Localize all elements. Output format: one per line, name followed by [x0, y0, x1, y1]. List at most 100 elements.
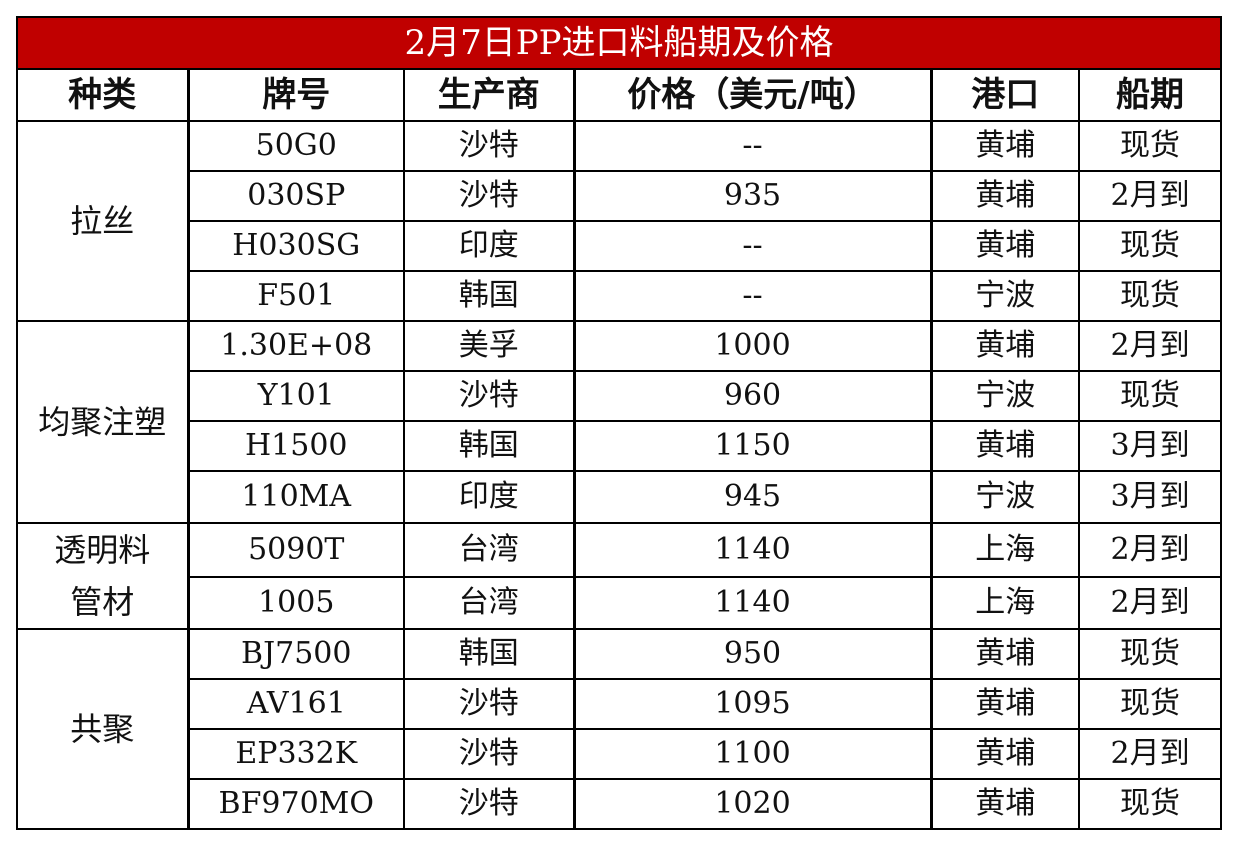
- port-cell: 上海: [930, 576, 1080, 630]
- price-cell: --: [573, 120, 933, 172]
- price-table: 2月7日PP进口料船期及价格 种类 牌号 生产商 价格（美元/吨） 港口 船期 …: [15, 16, 1223, 830]
- price-cell: 1140: [573, 576, 933, 630]
- header-category: 种类: [16, 68, 190, 122]
- shipment-cell: 2月到: [1077, 170, 1223, 222]
- shipment-cell: 现货: [1077, 628, 1223, 680]
- grade-cell: 1.30E+08: [187, 320, 405, 372]
- price-cell: 935: [573, 170, 933, 222]
- producer-cell: 沙特: [403, 170, 576, 222]
- grade-cell: EP332K: [187, 728, 405, 780]
- table-row: EP332K 沙特 1100 黄埔 2月到: [17, 728, 1223, 780]
- shipment-cell: 现货: [1077, 120, 1223, 172]
- price-cell: 1140: [573, 522, 933, 578]
- port-cell: 宁波: [930, 270, 1080, 322]
- grade-cell: F501: [187, 270, 405, 322]
- port-cell: 黄埔: [930, 728, 1080, 780]
- grade-cell: 50G0: [187, 120, 405, 172]
- shipment-cell: 2月到: [1077, 522, 1223, 578]
- shipment-cell: 现货: [1077, 270, 1223, 322]
- port-cell: 上海: [930, 522, 1080, 578]
- producer-cell: 沙特: [403, 678, 576, 730]
- price-cell: 950: [573, 628, 933, 680]
- port-cell: 黄埔: [930, 628, 1080, 680]
- shipment-cell: 2月到: [1077, 728, 1223, 780]
- header-price: 价格（美元/吨）: [573, 68, 933, 122]
- producer-cell: 沙特: [403, 120, 576, 172]
- producer-cell: 印度: [403, 470, 576, 524]
- grade-cell: 030SP: [187, 170, 405, 222]
- table-row: H030SG 印度 -- 黄埔 现货: [17, 220, 1223, 272]
- category-line-2: 管材: [70, 583, 135, 621]
- table-row: 均聚注塑 1.30E+08 美孚 1000 黄埔 2月到: [16, 320, 1223, 524]
- shipment-cell: 2月到: [1077, 576, 1223, 630]
- category-cell: 均聚注塑: [16, 320, 190, 524]
- table-row: F501 韩国 -- 宁波 现货: [17, 270, 1223, 322]
- producer-cell: 韩国: [403, 420, 576, 472]
- header-row: 种类 牌号 生产商 价格（美元/吨） 港口 船期: [16, 68, 1223, 122]
- table-row: Y101 沙特 960 宁波 现货: [17, 370, 1223, 422]
- port-cell: 宁波: [930, 370, 1080, 422]
- price-cell: 1000: [573, 320, 933, 372]
- header-grade: 牌号: [187, 68, 405, 122]
- producer-cell: 台湾: [403, 576, 576, 630]
- table-row: AV161 沙特 1095 黄埔 现货: [17, 678, 1223, 730]
- grade-cell: H1500: [187, 420, 405, 472]
- grade-cell: BF970MO: [187, 778, 405, 830]
- price-cell: 1150: [573, 420, 933, 472]
- producer-cell: 台湾: [403, 522, 576, 578]
- grade-cell: H030SG: [187, 220, 405, 272]
- port-cell: 黄埔: [930, 320, 1080, 372]
- port-cell: 黄埔: [930, 170, 1080, 222]
- port-cell: 黄埔: [930, 778, 1080, 830]
- grade-cell: BJ7500: [187, 628, 405, 680]
- shipment-cell: 现货: [1077, 220, 1223, 272]
- price-cell: 1100: [573, 728, 933, 780]
- shipment-cell: 3月到: [1077, 420, 1223, 472]
- port-cell: 黄埔: [930, 120, 1080, 172]
- category-cell: 拉丝: [16, 120, 190, 322]
- port-cell: 宁波: [930, 470, 1080, 524]
- category-line-1: 透明料: [54, 531, 151, 569]
- table-row: 030SP 沙特 935 黄埔 2月到: [17, 170, 1223, 222]
- price-cell: --: [573, 270, 933, 322]
- table-title: 2月7日PP进口料船期及价格: [15, 16, 1223, 70]
- price-cell: 1095: [573, 678, 933, 730]
- shipment-cell: 2月到: [1077, 320, 1223, 372]
- producer-cell: 沙特: [403, 370, 576, 422]
- header-port: 港口: [930, 68, 1080, 122]
- price-cell: --: [573, 220, 933, 272]
- shipment-cell: 现货: [1077, 778, 1223, 830]
- title-row: 2月7日PP进口料船期及价格: [15, 16, 1223, 70]
- price-cell: 1020: [573, 778, 933, 830]
- shipment-cell: 3月到: [1077, 470, 1223, 524]
- table-row: H1500 韩国 1150 黄埔 3月到: [17, 420, 1223, 472]
- table-row: BF970MO 沙特 1020 黄埔 现货: [17, 778, 1223, 830]
- table-row: 1005 台湾 1140 上海 2月到: [17, 576, 1223, 630]
- producer-cell: 美孚: [403, 320, 576, 372]
- shipment-cell: 现货: [1077, 370, 1223, 422]
- producer-cell: 韩国: [403, 628, 576, 680]
- price-cell: 960: [573, 370, 933, 422]
- table-row: 共聚 BJ7500 韩国 950 黄埔 现货: [16, 628, 1223, 830]
- grade-cell: 5090T: [187, 522, 405, 578]
- producer-cell: 印度: [403, 220, 576, 272]
- table-row: 透明料 管材 5090T 台湾 1140 上海 2月到: [16, 522, 1223, 630]
- producer-cell: 沙特: [403, 728, 576, 780]
- grade-cell: Y101: [187, 370, 405, 422]
- producer-cell: 沙特: [403, 778, 576, 830]
- port-cell: 黄埔: [930, 220, 1080, 272]
- port-cell: 黄埔: [930, 420, 1080, 472]
- price-cell: 945: [573, 470, 933, 524]
- port-cell: 黄埔: [930, 678, 1080, 730]
- producer-cell: 韩国: [403, 270, 576, 322]
- category-cell: 共聚: [16, 628, 190, 830]
- header-shipment: 船期: [1077, 68, 1223, 122]
- grade-cell: 110MA: [187, 470, 405, 524]
- grade-cell: 1005: [187, 576, 405, 630]
- header-producer: 生产商: [403, 68, 576, 122]
- shipment-cell: 现货: [1077, 678, 1223, 730]
- table-row: 110MA 印度 945 宁波 3月到: [17, 470, 1223, 524]
- table-row: 拉丝 50G0 沙特 -- 黄埔 现货: [16, 120, 1223, 322]
- category-cell: 透明料 管材: [16, 522, 190, 630]
- grade-cell: AV161: [187, 678, 405, 730]
